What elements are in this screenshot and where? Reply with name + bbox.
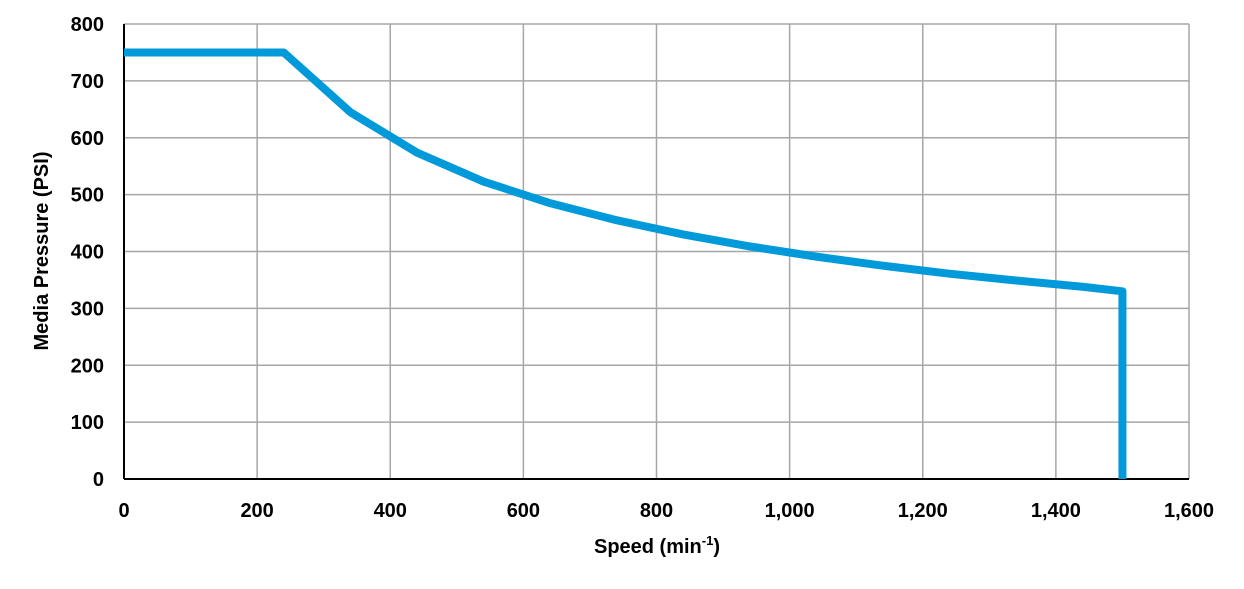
x-tick-label: 1,000 (765, 500, 815, 522)
x-tick-label: 400 (374, 500, 407, 522)
x-tick-label: 1,200 (898, 500, 948, 522)
axes (123, 24, 1189, 480)
x-axis-label-sup: -1 (702, 533, 714, 548)
x-tick-label: 1,400 (1031, 500, 1081, 522)
x-tick-label: 600 (507, 500, 540, 522)
y-tick-labels: 0 100 200 300 400 500 600 700 800 (71, 14, 104, 491)
y-tick-label: 0 (93, 469, 104, 491)
y-axis-label: Media Pressure (PSI) (31, 152, 53, 351)
x-axis-label-close: ) (713, 536, 720, 558)
x-axis-label: Speed (min-1) (594, 533, 720, 558)
y-tick-label: 500 (71, 185, 104, 207)
y-tick-label: 400 (71, 242, 104, 264)
x-tick-labels: 0 200 400 600 800 1,000 1,200 1,400 1,600 (118, 500, 1214, 522)
x-tick-label: 800 (640, 500, 673, 522)
x-tick-label: 1,600 (1164, 500, 1214, 522)
series (124, 48, 1127, 479)
y-tick-label: 700 (71, 71, 104, 93)
y-tick-label: 200 (71, 355, 104, 377)
grid (124, 23, 1190, 479)
series-line (124, 48, 1127, 479)
y-tick-label: 800 (71, 14, 104, 36)
y-tick-label: 100 (71, 412, 104, 434)
x-axis-label-main: Speed (min (594, 536, 702, 558)
x-tick-label: 0 (118, 500, 129, 522)
x-tick-label: 200 (240, 500, 273, 522)
y-tick-label: 300 (71, 298, 104, 320)
y-tick-label: 600 (71, 128, 104, 150)
